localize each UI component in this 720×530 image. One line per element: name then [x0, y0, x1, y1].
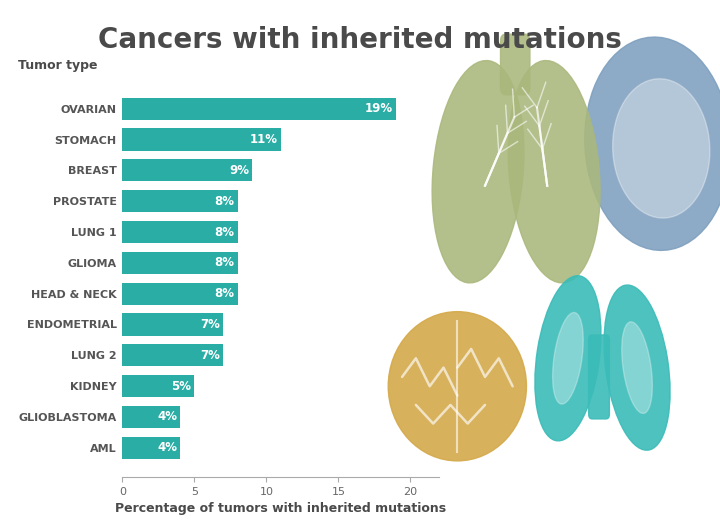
Bar: [122, 98, 396, 120]
Text: 8%: 8%: [215, 195, 235, 208]
Text: 19%: 19%: [365, 102, 393, 115]
Ellipse shape: [622, 322, 652, 413]
Text: 4%: 4%: [157, 441, 177, 454]
Text: 5%: 5%: [171, 379, 192, 393]
Bar: [122, 406, 180, 428]
Ellipse shape: [613, 79, 710, 218]
Text: 9%: 9%: [229, 164, 249, 177]
X-axis label: Percentage of tumors with inherited mutations: Percentage of tumors with inherited muta…: [115, 502, 446, 515]
Bar: [122, 313, 223, 335]
Ellipse shape: [535, 276, 601, 441]
Ellipse shape: [508, 60, 600, 283]
Text: 4%: 4%: [157, 411, 177, 423]
Text: Tumor type: Tumor type: [18, 58, 97, 72]
Bar: [122, 159, 252, 181]
Ellipse shape: [553, 313, 583, 404]
Text: Cancers with inherited mutations: Cancers with inherited mutations: [98, 26, 622, 55]
Text: 8%: 8%: [215, 257, 235, 269]
Text: 11%: 11%: [250, 133, 278, 146]
Bar: [122, 190, 238, 213]
FancyBboxPatch shape: [500, 34, 530, 95]
Bar: [122, 344, 223, 366]
Text: 8%: 8%: [215, 225, 235, 238]
Bar: [122, 252, 238, 274]
Bar: [122, 375, 194, 398]
Bar: [122, 221, 238, 243]
Text: 7%: 7%: [200, 318, 220, 331]
Bar: [122, 437, 180, 459]
Bar: [122, 128, 281, 151]
Ellipse shape: [585, 37, 720, 250]
Ellipse shape: [432, 60, 524, 283]
Ellipse shape: [604, 285, 670, 450]
Text: 8%: 8%: [215, 287, 235, 300]
Text: 7%: 7%: [200, 349, 220, 362]
Ellipse shape: [388, 312, 526, 461]
Bar: [122, 282, 238, 305]
FancyBboxPatch shape: [589, 335, 609, 419]
